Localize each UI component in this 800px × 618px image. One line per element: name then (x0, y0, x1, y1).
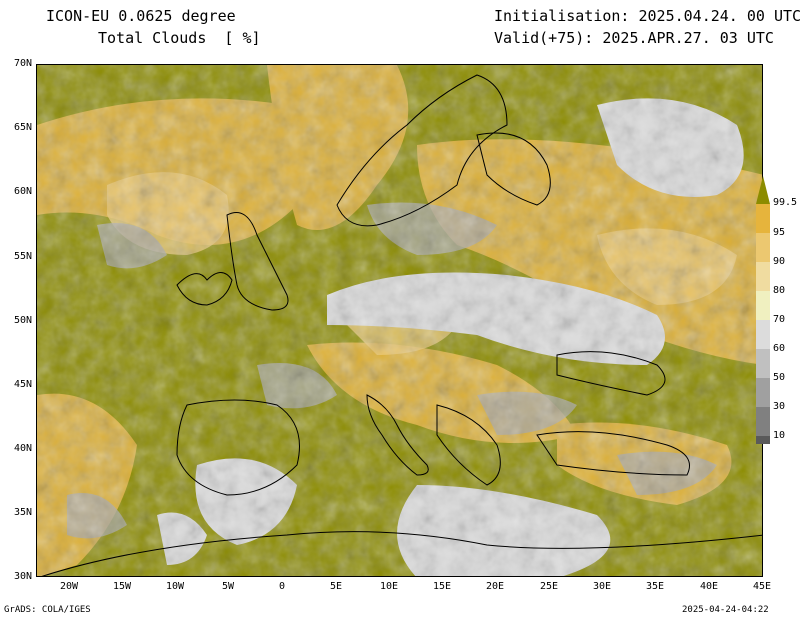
lat-label: 60N (13, 186, 32, 197)
scandinavia-coast (336, 74, 508, 227)
colorbar-label: 60 (773, 343, 786, 354)
colorbar-segment (756, 204, 770, 233)
balkans-coast (436, 404, 501, 486)
variable-title: Total Clouds [ %] (98, 29, 261, 47)
cloud-texture (37, 65, 762, 576)
north-africa-coast (41, 531, 762, 576)
colorbar-segment (756, 378, 770, 407)
colorbar-segment (756, 407, 770, 436)
lon-label: 10E (379, 581, 399, 592)
colorbar-segment (756, 233, 770, 262)
lat-label: 65N (13, 122, 32, 133)
colorbar-segment (756, 349, 770, 378)
lon-label: 15E (432, 581, 452, 592)
colorbar-label: 99.5 (773, 197, 798, 208)
colorbar-segment (756, 436, 770, 444)
black-sea-coast (556, 351, 666, 396)
colorbar (756, 176, 770, 444)
colorbar-segment (756, 320, 770, 349)
lon-label: 20W (59, 581, 79, 592)
initialisation-time: Initialisation: 2025.04.24. 00 UTC (494, 7, 800, 25)
lon-label: 35E (645, 581, 665, 592)
footer-timestamp: 2025-04-24-04:22 (682, 605, 769, 615)
colorbar-label: 80 (773, 285, 786, 296)
colorbar-label: 50 (773, 372, 786, 383)
valid-time: Valid(+75): 2025.APR.27. 03 UTC (494, 29, 774, 47)
lat-label: 50N (13, 315, 32, 326)
baltic-coast (476, 132, 551, 206)
cloud-cover-map[interactable] (36, 64, 763, 577)
lon-label: 25E (539, 581, 559, 592)
lat-label: 35N (13, 507, 32, 518)
colorbar-label: 30 (773, 401, 786, 412)
lat-label: 55N (13, 251, 32, 262)
lon-label: 15W (112, 581, 132, 592)
lon-label: 45E (752, 581, 772, 592)
footer-credit: GrADS: COLA/IGES (4, 605, 91, 615)
anatolia-coast (536, 431, 690, 476)
lat-label: 40N (13, 443, 32, 454)
coastlines (41, 74, 762, 576)
iberia-coast (176, 399, 300, 496)
lat-label: 45N (13, 379, 32, 390)
lon-label: 0 (278, 581, 286, 592)
lon-label: 10W (165, 581, 185, 592)
lon-label: 30E (592, 581, 612, 592)
lat-label: 70N (13, 58, 32, 69)
colorbar-label: 90 (773, 256, 786, 267)
model-title: ICON-EU 0.0625 degree (46, 7, 236, 25)
lon-label: 20E (485, 581, 505, 592)
lon-label: 40E (699, 581, 719, 592)
colorbar-label: 95 (773, 227, 786, 238)
colorbar-segment (756, 176, 770, 204)
colorbar-label: 10 (773, 430, 786, 441)
colorbar-segment (756, 291, 770, 320)
colorbar-label: 70 (773, 314, 786, 325)
lat-label: 30N (13, 571, 32, 582)
great-britain-coast (226, 212, 289, 311)
map-canvas (37, 65, 762, 576)
ireland-coast (176, 272, 233, 306)
lon-label: 5E (329, 581, 343, 592)
italy-coast (366, 394, 429, 476)
lon-label: 5W (221, 581, 235, 592)
colorbar-segment (756, 262, 770, 291)
